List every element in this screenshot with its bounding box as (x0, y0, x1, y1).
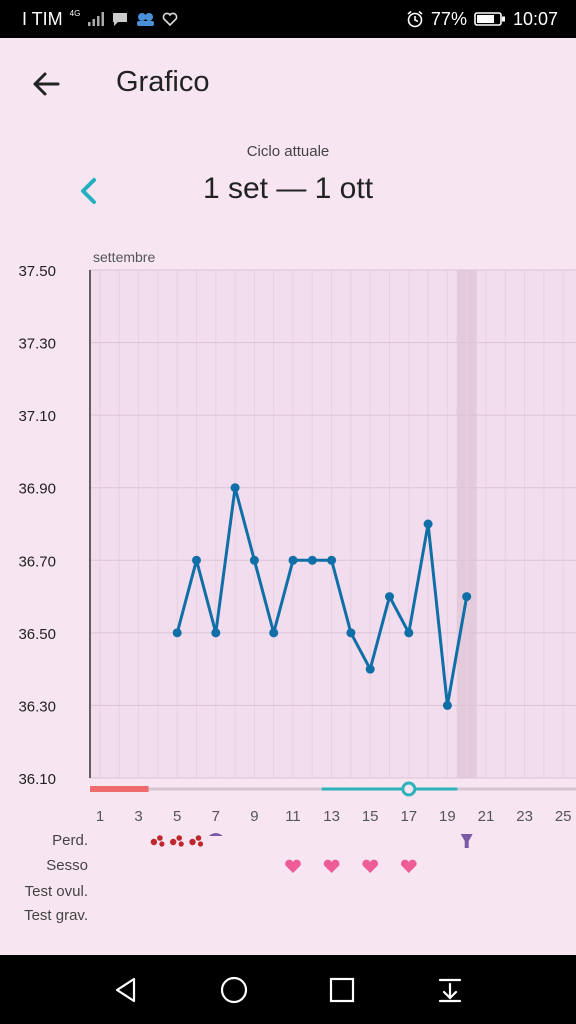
temperature-chart[interactable]: 37.50 37.30 37.10 36.90 36.70 36.50 36.30 36.10… (0, 240, 576, 940)
network-type: 4G (69, 8, 81, 18)
sex-heart-icon (285, 859, 301, 873)
recents-square-icon (329, 977, 355, 1002)
cycle-date-range: 1 set — 1 ott (202, 172, 374, 205)
temperature-point (249, 555, 259, 565)
clock: 10:07 (512, 8, 558, 29)
app-bar: Grafico (0, 38, 576, 130)
battery-percent: 77% (430, 8, 467, 29)
signal-icon (88, 12, 105, 26)
y-tick-label: 37.10 (18, 408, 56, 425)
x-tick-label: 1 (96, 808, 104, 825)
x-tick-label: 25 (555, 808, 572, 825)
y-tick-label: 36.50 (18, 626, 56, 643)
temperature-point (423, 519, 433, 529)
carrier-name: I TIM (22, 8, 63, 29)
spotting-drops-icon (170, 835, 184, 847)
y-tick-label: 36.70 (18, 553, 56, 570)
y-tick-label: 36.30 (18, 698, 56, 715)
back-button[interactable] (28, 66, 64, 102)
y-tick-label: 36.90 (18, 481, 56, 498)
temperature-point (442, 700, 452, 710)
x-tick-label: 15 (362, 808, 379, 825)
temperature-point (230, 483, 240, 493)
y-tick-label: 37.30 (18, 336, 56, 353)
light-spotting-icon (208, 833, 223, 836)
battery-icon (474, 12, 505, 26)
alarm-icon (407, 10, 423, 28)
spotting-drops-icon (189, 835, 204, 847)
temperature-point (172, 628, 182, 638)
spotting-tool-icon (460, 834, 473, 848)
temperature-point (385, 592, 394, 602)
status-bar: I TIM 4G 77% 10:0 (0, 0, 576, 38)
temperature-point (211, 628, 221, 638)
nav-recents-button[interactable] (322, 970, 362, 1010)
chat-notification-icon (113, 12, 128, 26)
temperature-point (365, 664, 375, 674)
back-triangle-icon (115, 977, 136, 1002)
x-tick-label: 19 (439, 808, 456, 825)
cycle-label: Ciclo attuale (246, 143, 330, 160)
plot-area (90, 270, 576, 778)
temperature-point (192, 555, 201, 565)
temperature-point (327, 555, 337, 565)
spotting-drops-icon (150, 835, 165, 847)
users-notification-icon (137, 12, 155, 26)
row-label-ovulation-test: Test ovul. (24, 883, 88, 900)
nav-home-button[interactable] (214, 970, 254, 1010)
x-tick-label: 13 (323, 808, 340, 825)
row-label-sex: Sesso (46, 857, 88, 874)
nav-notifications-button[interactable] (430, 970, 470, 1010)
temperature-point (404, 628, 414, 638)
nav-back-button[interactable] (106, 970, 146, 1010)
home-circle-icon (220, 976, 248, 1003)
sex-heart-icon (323, 859, 340, 873)
temperature-point (462, 592, 472, 602)
temperature-point (269, 628, 279, 638)
x-tick-label: 17 (400, 808, 417, 825)
notifications-pulldown-icon (438, 978, 462, 1002)
system-nav-bar (0, 955, 576, 1024)
chevron-left-icon (81, 178, 96, 204)
y-tick-label: 37.50 (18, 263, 56, 280)
x-tick-label: 21 (478, 808, 495, 825)
page-title: Grafico (116, 66, 210, 98)
x-tick-label: 7 (212, 808, 220, 825)
x-tick-label: 23 (516, 808, 533, 825)
x-tick-label: 9 (250, 808, 258, 825)
previous-cycle-button[interactable] (74, 174, 104, 208)
x-tick-label: 3 (134, 808, 142, 825)
temperature-point (346, 628, 356, 638)
temperature-point (288, 555, 298, 565)
arrow-left-icon (33, 72, 60, 96)
heart-outline-icon (163, 12, 178, 26)
sex-heart-icon (362, 859, 379, 873)
sex-heart-icon (400, 859, 417, 873)
temperature-line (175, 486, 469, 707)
temperature-point (307, 555, 317, 565)
month-label: settembre (93, 249, 155, 265)
x-tick-label: 11 (285, 808, 301, 825)
row-label-spotting: Perd. (52, 832, 88, 849)
row-label-pregnancy-test: Test grav. (24, 907, 88, 924)
x-tick-label: 5 (173, 808, 181, 825)
y-tick-label: 36.10 (18, 771, 56, 788)
ovulation-marker (401, 781, 417, 797)
